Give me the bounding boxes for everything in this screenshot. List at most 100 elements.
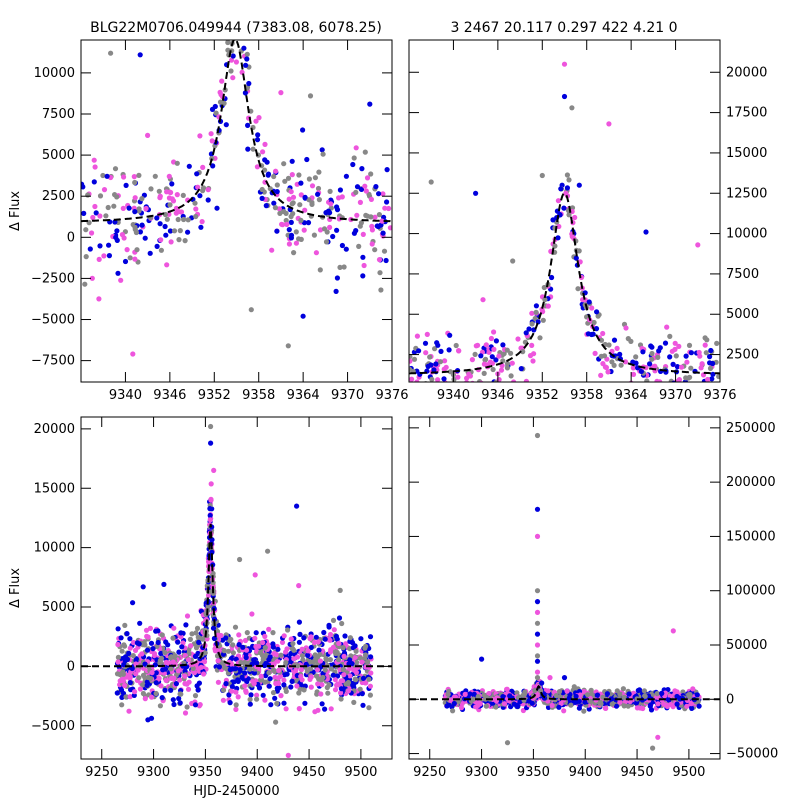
data-point: [267, 676, 273, 682]
data-point: [696, 703, 702, 709]
data-point: [466, 371, 472, 377]
data-point: [321, 226, 328, 232]
x-tick-label: 9370: [331, 388, 364, 403]
data-point: [322, 667, 328, 673]
data-point: [157, 657, 163, 664]
data-point: [327, 224, 333, 230]
plot-area: [81, 423, 392, 759]
y-tick-label: 50000: [726, 638, 767, 653]
x-tick-label: 9250: [413, 765, 446, 780]
data-point: [97, 193, 104, 199]
data-point: [160, 667, 166, 673]
y-tick-label: 12500: [726, 186, 767, 201]
data-point: [453, 342, 459, 349]
data-point: [672, 688, 678, 694]
data-point: [154, 243, 160, 249]
data-point: [357, 199, 363, 205]
data-point: [568, 702, 574, 708]
data-point: [428, 179, 434, 185]
data-point: [199, 219, 205, 225]
data-point: [353, 669, 359, 676]
data-point: [327, 210, 333, 216]
data-point: [338, 696, 344, 702]
data-point: [498, 367, 505, 373]
data-point: [451, 376, 457, 382]
data-point: [441, 376, 447, 382]
data-point: [414, 379, 420, 382]
data-point: [300, 313, 306, 319]
data-point: [462, 691, 468, 698]
data-point: [534, 653, 541, 659]
data-point: [598, 372, 604, 378]
data-point: [276, 680, 282, 687]
data-point: [467, 691, 473, 697]
data-point: [644, 378, 650, 382]
data-point: [225, 40, 231, 46]
data-point: [243, 62, 249, 68]
y-tick-label: 7500: [42, 107, 75, 122]
data-point: [688, 365, 694, 371]
data-point: [268, 702, 274, 708]
data-point: [648, 707, 655, 713]
data-point: [296, 172, 302, 178]
data-point: [545, 303, 551, 309]
data-point: [127, 680, 133, 686]
data-point: [283, 660, 289, 666]
y-tick-label: 2500: [726, 348, 759, 363]
data-point: [539, 172, 545, 179]
data-point: [459, 403, 464, 408]
data-point: [186, 163, 192, 169]
data-point: [177, 691, 183, 697]
data-point: [208, 423, 214, 430]
data-point: [317, 652, 323, 658]
data-point: [193, 630, 199, 636]
data-point: [154, 215, 160, 221]
data-point: [193, 206, 199, 212]
data-point: [649, 350, 655, 357]
data-point: [547, 675, 553, 681]
data-point: [176, 237, 182, 243]
panel-bottom-left: 9250 9300 9350 9400 9450 9500 −5000 0 5000 10000 1…: [8, 416, 393, 799]
data-point: [299, 646, 305, 652]
data-point: [425, 404, 430, 409]
data-point: [105, 204, 111, 211]
data-point: [475, 392, 480, 397]
data-point: [500, 342, 506, 348]
data-point: [625, 703, 631, 709]
data-point: [576, 698, 582, 705]
data-point: [91, 179, 97, 185]
y-tick-label: 250000: [726, 421, 776, 436]
data-point: [633, 354, 639, 360]
data-point: [542, 297, 548, 303]
data-point: [118, 277, 124, 283]
data-point: [115, 270, 121, 276]
data-point: [640, 349, 646, 355]
data-point: [353, 189, 359, 195]
data-point: [115, 654, 121, 661]
data-point: [529, 321, 535, 327]
data-point: [697, 353, 703, 359]
data-point: [176, 695, 182, 702]
data-point: [382, 205, 388, 211]
data-point: [139, 222, 145, 228]
data-point: [273, 168, 279, 174]
data-point: [515, 336, 521, 342]
model-curve: [81, 523, 392, 668]
data-point: [585, 692, 591, 698]
data-point: [260, 149, 266, 155]
data-point: [119, 702, 125, 708]
data-point: [366, 676, 372, 682]
data-point: [673, 353, 679, 359]
data-point: [552, 243, 558, 249]
data-point: [254, 164, 260, 170]
data-point: [269, 247, 275, 253]
data-point: [247, 666, 253, 672]
data-point: [429, 376, 435, 382]
data-point: [685, 375, 692, 381]
data-point: [558, 693, 564, 700]
data-point: [298, 682, 304, 688]
data-point: [306, 176, 312, 182]
x-tick-label: 9500: [672, 765, 705, 780]
x-tick-label: 9500: [344, 765, 377, 780]
data-point: [216, 647, 222, 654]
